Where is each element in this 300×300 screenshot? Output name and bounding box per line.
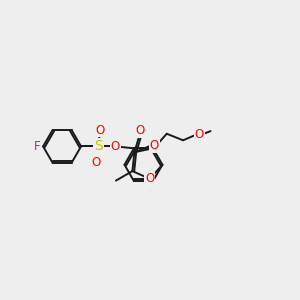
Text: O: O (150, 139, 159, 152)
Text: O: O (145, 172, 154, 185)
Text: O: O (110, 140, 120, 153)
Text: O: O (195, 128, 204, 141)
Text: S: S (94, 140, 103, 153)
Text: F: F (34, 140, 40, 153)
Text: O: O (92, 156, 101, 169)
Text: O: O (95, 124, 104, 136)
Text: O: O (135, 124, 145, 137)
